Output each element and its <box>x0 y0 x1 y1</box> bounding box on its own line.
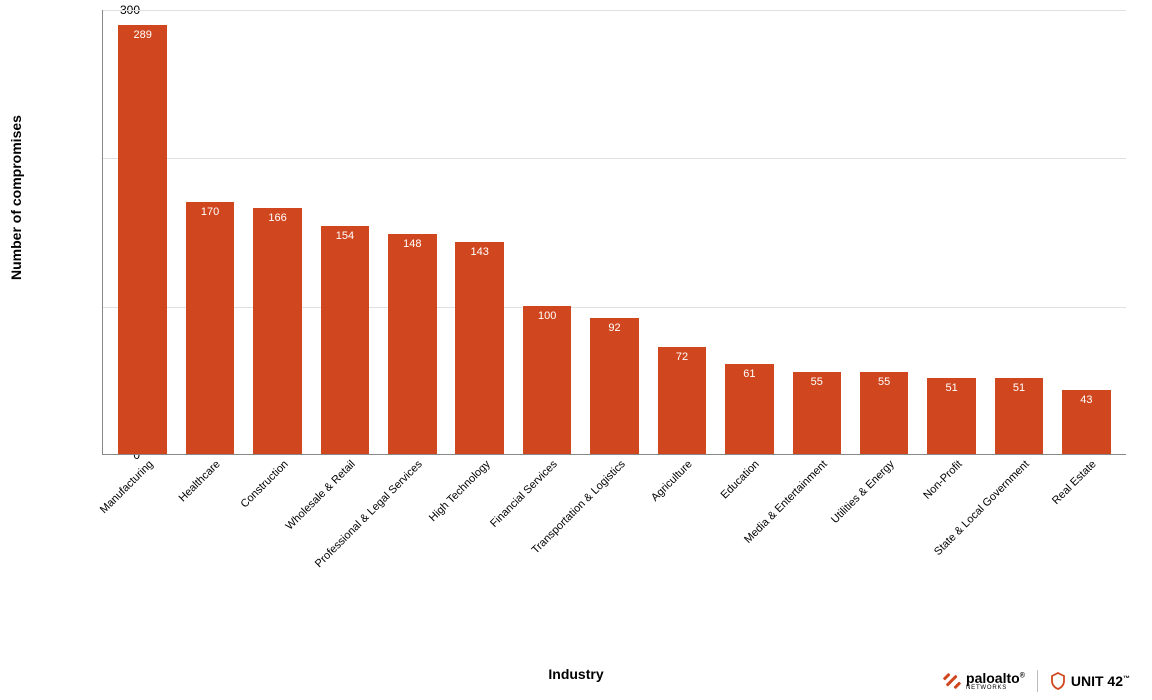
x-tick-label: Wholesale & Retail <box>283 458 357 532</box>
x-tick-label: Professional & Legal Services <box>313 458 425 570</box>
bar-value-label: 289 <box>134 29 152 41</box>
bar-slot: 92Transportation & Logistics <box>581 10 648 454</box>
bar-slot: 170Healthcare <box>176 10 243 454</box>
bar: 55 <box>860 372 909 454</box>
bar-value-label: 43 <box>1080 394 1092 406</box>
bar: 51 <box>927 378 976 454</box>
bar: 100 <box>523 306 572 454</box>
bar: 148 <box>388 234 437 454</box>
bar-slot: 166Construction <box>244 10 311 454</box>
bar: 289 <box>118 25 167 454</box>
paloalto-text: paloalto <box>966 670 1020 686</box>
bar-value-label: 51 <box>1013 382 1025 394</box>
chart-container: 0 100 200 300 289Manufacturing170Healthc… <box>60 10 1130 640</box>
bar-slot: 61Education <box>716 10 783 454</box>
y-axis-label: Number of compromises <box>8 115 24 280</box>
x-tick-label: Construction <box>238 458 290 510</box>
bar: 43 <box>1062 390 1111 454</box>
bar-value-label: 100 <box>538 310 556 322</box>
bar-slot: 289Manufacturing <box>109 10 176 454</box>
bar-slot: 55Media & Entertainment <box>783 10 850 454</box>
bar-slot: 55Utilities & Energy <box>850 10 917 454</box>
bar-value-label: 143 <box>471 246 489 258</box>
plot-area: 289Manufacturing170Healthcare166Construc… <box>102 10 1126 455</box>
bar-slot: 72Agriculture <box>648 10 715 454</box>
bar-value-label: 92 <box>608 322 620 334</box>
paloalto-icon <box>943 672 961 690</box>
unit42-text: UNIT 42 <box>1071 673 1123 689</box>
bar-slot: 51Non-Profit <box>918 10 985 454</box>
bar-value-label: 55 <box>878 376 890 388</box>
bar-slot: 154Wholesale & Retail <box>311 10 378 454</box>
bar: 61 <box>725 364 774 454</box>
bar-value-label: 154 <box>336 230 354 242</box>
x-tick-label: High Technology <box>427 458 493 524</box>
x-axis-label: Industry <box>548 666 603 682</box>
bar-value-label: 51 <box>945 382 957 394</box>
x-tick-label: Non-Profit <box>921 458 965 502</box>
bar-slot: 100Financial Services <box>513 10 580 454</box>
bar-slot: 148Professional & Legal Services <box>379 10 446 454</box>
x-tick-label: Utilities & Energy <box>829 458 897 526</box>
bar: 154 <box>321 226 370 454</box>
bar-value-label: 170 <box>201 206 219 218</box>
paloalto-subtext: NETWORKS <box>966 685 1025 691</box>
bar-slot: 51State & Local Government <box>985 10 1052 454</box>
bar-value-label: 166 <box>268 212 286 224</box>
logo-divider <box>1037 670 1038 692</box>
bar: 166 <box>253 208 302 454</box>
bar-slot: 143High Technology <box>446 10 513 454</box>
bar: 72 <box>658 347 707 454</box>
bar: 170 <box>186 202 235 454</box>
bar: 51 <box>995 378 1044 454</box>
bar-value-label: 72 <box>676 351 688 363</box>
bar-value-label: 148 <box>403 238 421 250</box>
x-tick-label: Real Estate <box>1050 458 1099 507</box>
bar-value-label: 55 <box>811 376 823 388</box>
footer-logos: paloalto® NETWORKS UNIT 42™ <box>943 670 1130 692</box>
bar: 143 <box>455 242 504 454</box>
bar-slot: 43Real Estate <box>1053 10 1120 454</box>
x-tick-label: Education <box>719 458 762 501</box>
unit42-logo: UNIT 42™ <box>1050 672 1130 690</box>
x-tick-label: Financial Services <box>488 458 560 530</box>
bars-group: 289Manufacturing170Healthcare166Construc… <box>103 10 1126 454</box>
x-tick-label: Healthcare <box>177 458 223 504</box>
bar-value-label: 61 <box>743 368 755 380</box>
x-tick-label: Manufacturing <box>98 458 156 516</box>
paloalto-logo: paloalto® NETWORKS <box>943 671 1025 691</box>
bar: 55 <box>793 372 842 454</box>
bar: 92 <box>590 318 639 454</box>
unit42-icon <box>1050 672 1066 690</box>
x-tick-label: Agriculture <box>649 458 695 504</box>
